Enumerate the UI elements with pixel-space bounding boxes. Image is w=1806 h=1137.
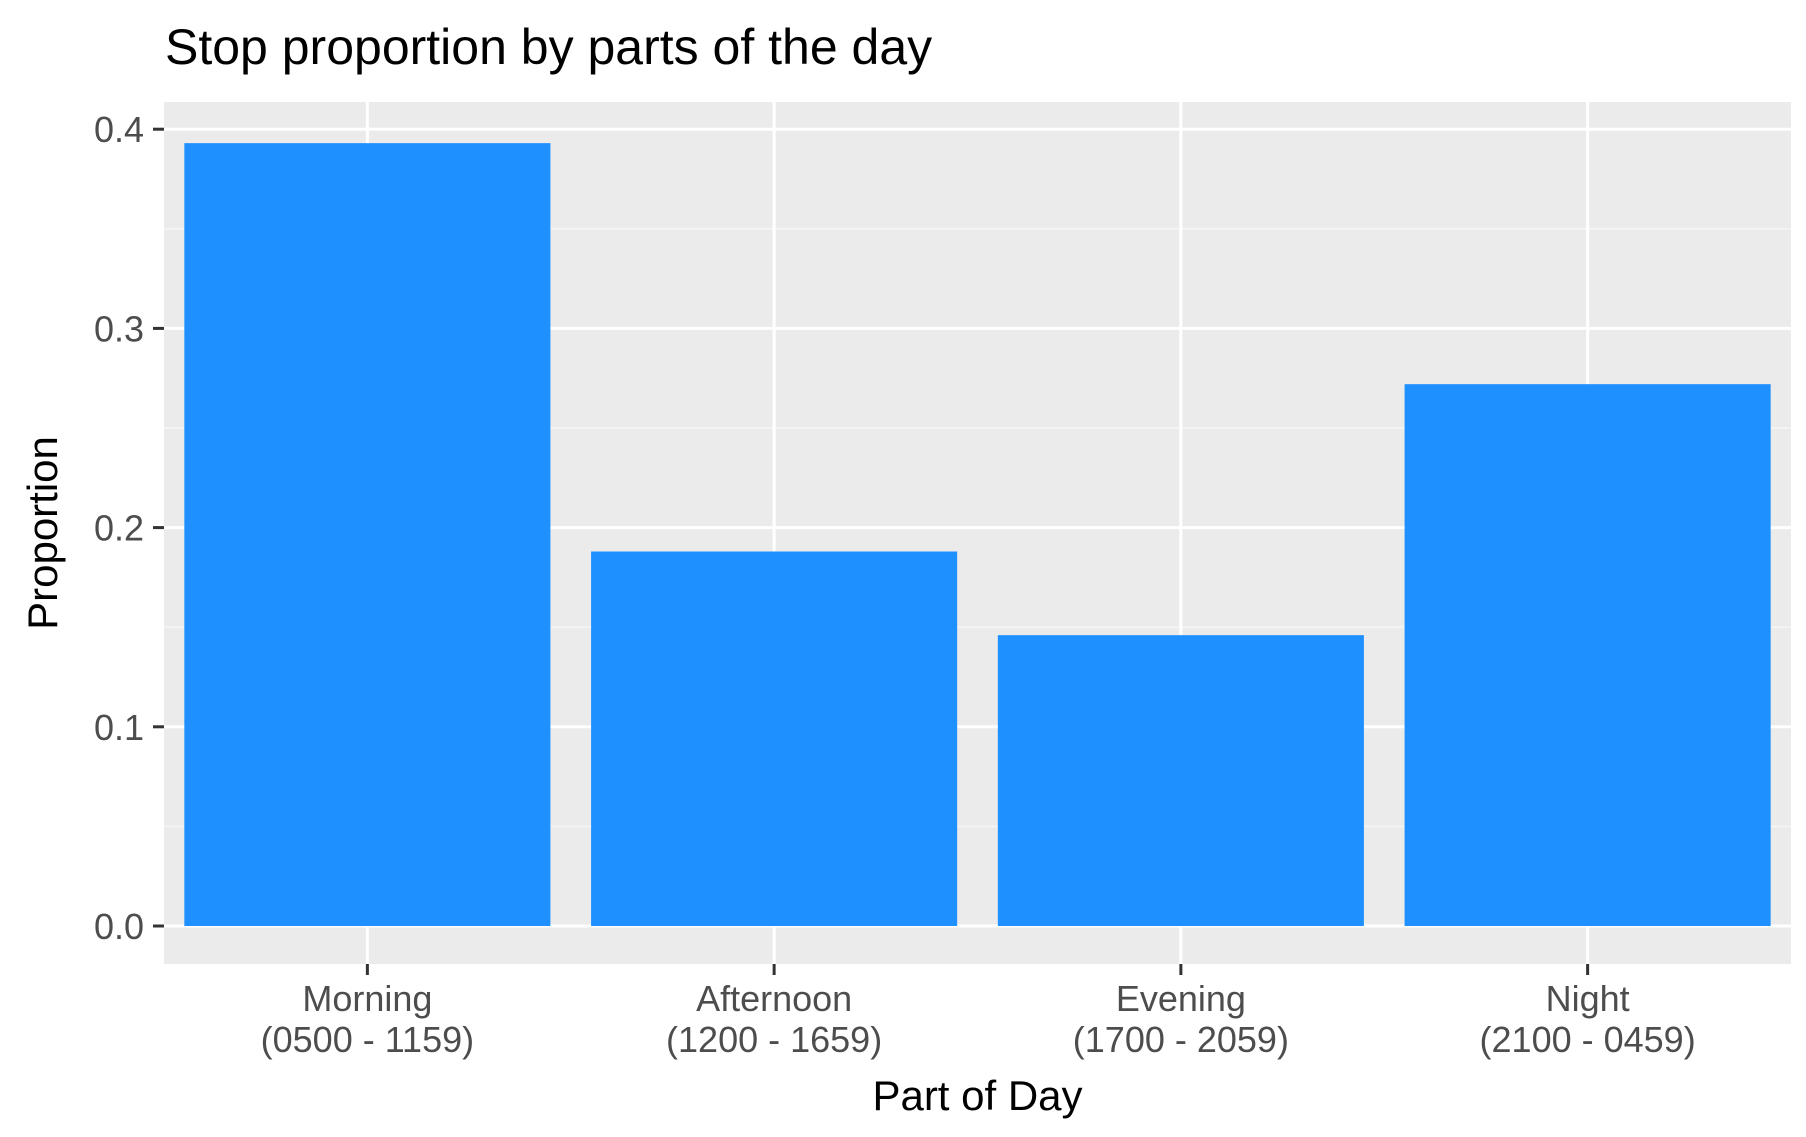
y-tick-label: 0.3 bbox=[94, 308, 144, 349]
y-tick-label: 0.4 bbox=[94, 109, 144, 150]
bar-morning bbox=[184, 143, 551, 927]
y-axis: 0.0 0.1 0.2 0.3 0.4 bbox=[94, 109, 164, 947]
y-tick-label: 0.2 bbox=[94, 508, 144, 549]
bar-evening bbox=[997, 635, 1364, 926]
x-axis-label: Part of Day bbox=[872, 1072, 1082, 1119]
y-axis-label: Proportion bbox=[19, 436, 66, 630]
x-tick-label: Night bbox=[1546, 978, 1630, 1019]
x-tick-label: (1200 - 1659) bbox=[666, 1019, 882, 1060]
bar-afternoon bbox=[591, 551, 958, 926]
x-tick-label: Morning bbox=[302, 978, 432, 1019]
x-tick-label: (0500 - 1159) bbox=[261, 1019, 474, 1060]
x-tick-label: (1700 - 2059) bbox=[1073, 1019, 1289, 1060]
x-tick-label: Afternoon bbox=[696, 978, 852, 1019]
bar-night bbox=[1404, 384, 1771, 926]
x-tick-label: Evening bbox=[1116, 978, 1246, 1019]
x-tick-label: (2100 - 0459) bbox=[1480, 1019, 1696, 1060]
chart-title: Stop proportion by parts of the day bbox=[165, 19, 932, 75]
y-tick-label: 0.1 bbox=[94, 707, 144, 748]
x-axis: Morning(0500 - 1159) Afternoon(1200 - 165… bbox=[261, 964, 1696, 1060]
y-tick-label: 0.0 bbox=[94, 906, 144, 947]
bars bbox=[184, 143, 1771, 927]
